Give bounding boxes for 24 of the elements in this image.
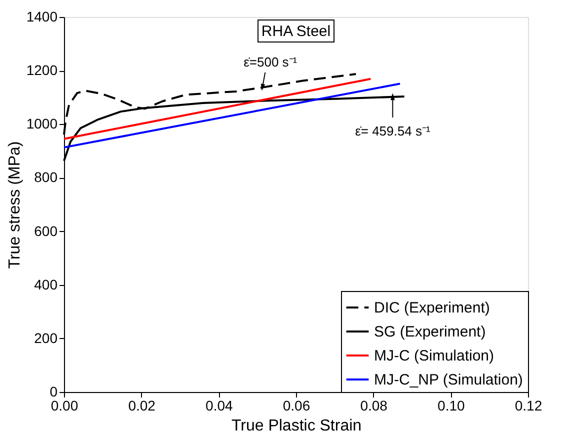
y-tick-label: 800 bbox=[34, 169, 58, 186]
x-tick-label: 0.12 bbox=[514, 398, 542, 414]
y-tick-label: 1200 bbox=[26, 62, 58, 78]
legend-label: MJ-C (Simulation) bbox=[374, 348, 494, 364]
annotation: ε̇=500 s⁻¹ bbox=[244, 54, 298, 70]
x-tick-label: 0.00 bbox=[50, 398, 78, 414]
legend-label: MJ-C_NP (Simulation) bbox=[374, 372, 523, 388]
x-tick-label: 0.10 bbox=[438, 398, 466, 414]
x-tick-label: 0.02 bbox=[128, 398, 156, 414]
y-tick-label: 600 bbox=[34, 222, 58, 239]
x-tick-label: 0.08 bbox=[360, 398, 388, 414]
legend-label: SG (Experiment) bbox=[374, 324, 486, 340]
legend-label: DIC (Experiment) bbox=[374, 300, 490, 316]
y-tick-label: 1400 bbox=[26, 8, 58, 24]
y-tick-label: 0 bbox=[50, 384, 58, 400]
y-axis-title: True stress (MPa) bbox=[6, 141, 24, 269]
chart-title: RHA Steel bbox=[261, 23, 331, 40]
y-tick-label: 1000 bbox=[26, 116, 58, 132]
y-tick-label: 200 bbox=[34, 330, 58, 346]
x-axis-title: True Plastic Strain bbox=[231, 418, 362, 434]
y-tick-label: 400 bbox=[34, 276, 58, 292]
x-tick-label: 0.06 bbox=[282, 398, 310, 414]
x-tick-label: 0.04 bbox=[206, 398, 234, 414]
annotation: ε̇= 459.54 s⁻¹ bbox=[355, 124, 431, 139]
